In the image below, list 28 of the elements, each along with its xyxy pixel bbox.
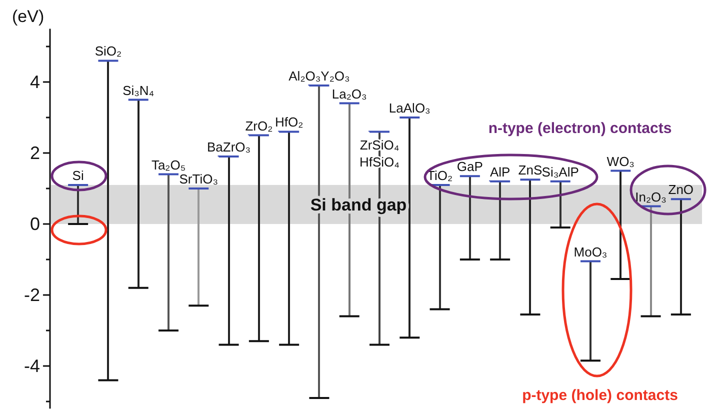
y-tick-label: 0 [30,214,40,234]
x-tick-label: BaZrO₃ [206,140,251,155]
x-tick-label: ZrO₂ [245,118,273,134]
x-tick-label: In₂O₃ [635,189,666,204]
x-tick-label: Al₂O₃Y₂O₃ [288,68,350,84]
y-tick-label: -4 [24,356,40,376]
x-tick-label: HfO₂ [274,114,304,130]
x-tick-label: LaAlO₃ [388,100,430,116]
x-tick-label: GaP [456,159,483,174]
x-tick-label: ZnS [518,162,542,178]
x-tick-label: La₂O₃ [332,86,367,102]
x-tick-label: AlP [490,164,510,180]
x-tick-label: SiO₂ [94,44,122,59]
x-tick-label: Ta₂O₅ [151,157,186,172]
y-tick-label: -2 [24,285,40,305]
y-axis-title: (eV) [12,7,44,26]
annotation: p-type (hole) contacts [522,387,678,404]
y-tick-label: 4 [30,72,40,92]
x-tick-label: TiO₂ [427,168,453,183]
x-tick-label: Si [72,168,84,183]
x-tick-label: ZnO [668,182,694,198]
x-tick-label: Si₃AlP [542,164,579,180]
annotation: n-type (electron) contacts [488,120,672,137]
x-tick-label: Si₃N₄ [122,82,154,98]
y-tick-label: 2 [30,143,40,163]
x-tick-label: WO₃ [606,154,634,169]
x-tick-label: SrTiO₃ [179,172,218,186]
x-tick-label: MoO₃ [574,244,608,260]
